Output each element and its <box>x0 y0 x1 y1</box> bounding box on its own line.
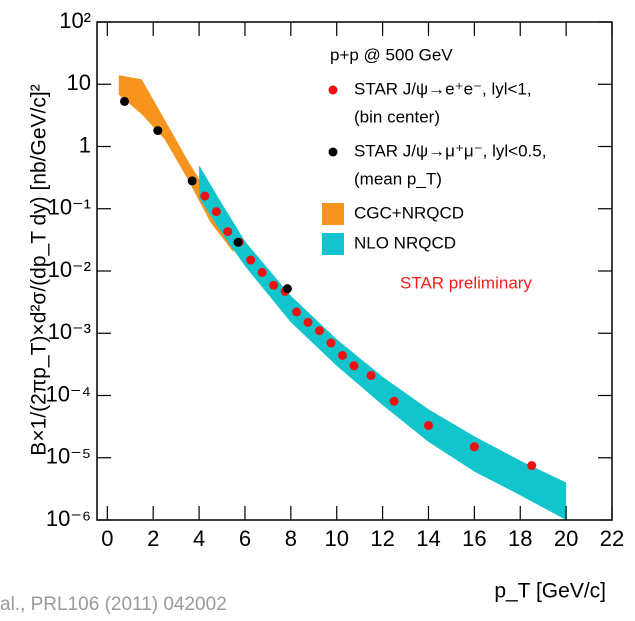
legend-title: p+p @ 500 GeV <box>330 45 453 64</box>
data-point <box>389 396 399 406</box>
data-point <box>469 442 479 452</box>
x-tick-label: 18 <box>508 526 532 551</box>
data-point <box>423 420 433 430</box>
data-point <box>120 96 130 106</box>
legend-label: STAR J/ψ→μ⁺μ⁻, lyl<0.5, <box>354 141 546 160</box>
x-tick-label: 6 <box>239 526 251 551</box>
band <box>118 75 234 253</box>
legend-label: STAR J/ψ→e⁺e⁻, lyl<1, <box>354 79 532 98</box>
legend-label: NLO NRQCD <box>354 233 456 252</box>
legend-label: CGC+NRQCD <box>354 203 464 222</box>
y-tick-label: 10 <box>67 70 91 95</box>
x-tick-label: 16 <box>462 526 486 551</box>
legend-swatch <box>322 233 344 255</box>
x-tick-label: 10 <box>324 526 348 551</box>
data-point <box>153 126 163 136</box>
y-axis-label: B×1/(2πp_T)×d²σ/(dp_T dy) [nb/GeV/c]² <box>28 84 51 455</box>
legend-label: (mean p_T) <box>354 169 442 188</box>
legend-label: (bin center) <box>354 107 440 126</box>
data-point <box>257 267 267 277</box>
x-tick-label: 8 <box>285 526 297 551</box>
x-tick-label: 22 <box>600 526 624 551</box>
footer: al., PRL106 (2011) 042002 <box>0 594 227 615</box>
data-point <box>366 370 376 380</box>
y-tick-label: 10⁻⁵ <box>46 444 91 469</box>
data-point <box>292 307 302 317</box>
y-tick-label: 10⁻² <box>48 257 91 282</box>
y-tick-label: 10⁻³ <box>48 319 91 344</box>
data-point <box>223 227 233 237</box>
data-point <box>269 280 279 290</box>
x-axis-label: p_T [GeV/c] <box>494 580 606 603</box>
y-tick-label: 10² <box>59 8 91 33</box>
data-point <box>315 326 325 336</box>
data-point <box>303 317 313 327</box>
data-point <box>326 338 336 348</box>
data-point <box>211 207 221 217</box>
data-point <box>187 176 197 186</box>
x-tick-label: 0 <box>101 526 113 551</box>
data-point <box>200 191 210 201</box>
legend-marker <box>328 85 338 95</box>
y-tick-label: 10⁻⁴ <box>45 381 91 406</box>
data-point <box>246 255 256 265</box>
x-tick-label: 20 <box>554 526 578 551</box>
x-tick-label: 12 <box>370 526 394 551</box>
x-tick-label: 14 <box>416 526 440 551</box>
x-tick-label: 2 <box>147 526 159 551</box>
data-point <box>282 284 292 294</box>
legend-marker <box>328 147 338 157</box>
y-tick-label: 10⁻¹ <box>48 195 91 220</box>
annotation: STAR preliminary <box>400 273 532 292</box>
data-point <box>527 461 537 471</box>
data-point <box>337 350 347 360</box>
y-tick-label: 1 <box>79 132 91 157</box>
y-tick-label: 10⁻⁶ <box>46 506 91 531</box>
band <box>199 165 567 520</box>
x-tick-label: 4 <box>193 526 205 551</box>
legend-swatch <box>322 203 344 225</box>
data-point <box>349 361 359 371</box>
data-point <box>233 237 243 247</box>
